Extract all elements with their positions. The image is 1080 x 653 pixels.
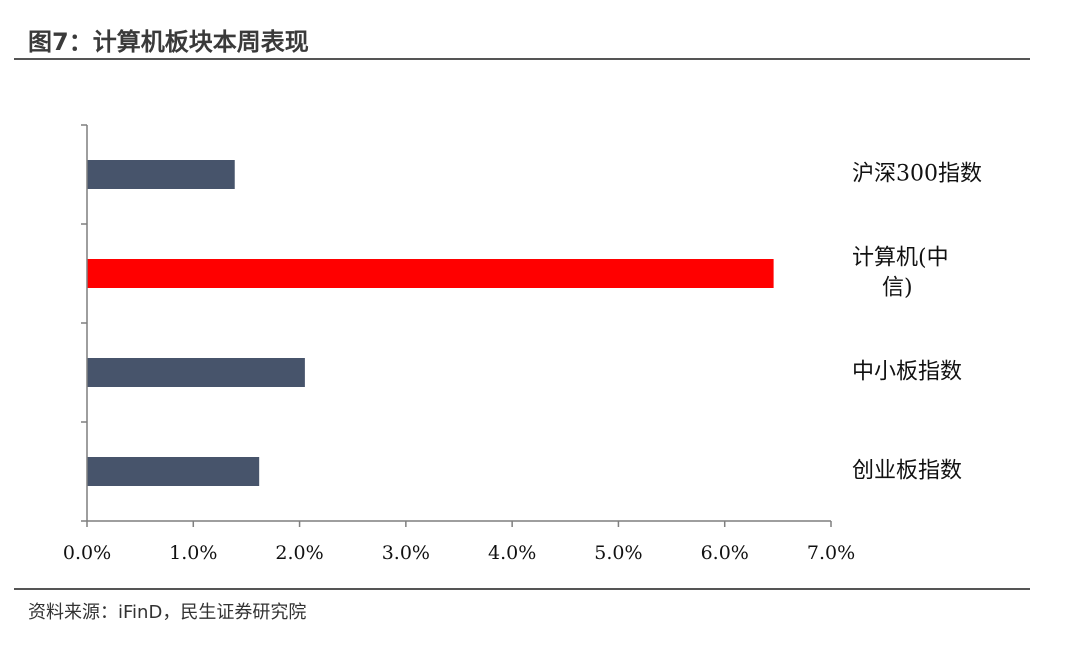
x-tick-label-3: 3.0% — [382, 542, 430, 564]
top-divider — [14, 58, 1030, 60]
bottom-divider — [14, 588, 1030, 590]
x-tick-label-4: 4.0% — [488, 542, 536, 564]
x-tick-label-6: 6.0% — [701, 542, 749, 564]
bar-0 — [87, 160, 235, 189]
category-label-0: 沪深300指数 — [852, 162, 982, 187]
category-label-1-line-0: 计算机(中 — [852, 246, 949, 271]
bar-1 — [87, 259, 774, 288]
category-label-1-line-1: 信) — [882, 276, 913, 301]
x-tick-label-7: 7.0% — [807, 542, 855, 564]
bar-2 — [87, 358, 305, 387]
bar-3 — [87, 457, 260, 486]
category-label-3: 创业板指数 — [852, 459, 962, 484]
x-tick-label-0: 0.0% — [63, 542, 111, 564]
x-tick-label-1: 1.0% — [169, 542, 217, 564]
x-tick-label-5: 5.0% — [594, 542, 642, 564]
figure-title: 图7：计算机板块本周表现 — [28, 28, 309, 56]
category-label-2: 中小板指数 — [852, 360, 962, 385]
source-note: 资料来源：iFinD，民生证券研究院 — [28, 602, 307, 623]
x-tick-label-2: 2.0% — [275, 542, 323, 564]
